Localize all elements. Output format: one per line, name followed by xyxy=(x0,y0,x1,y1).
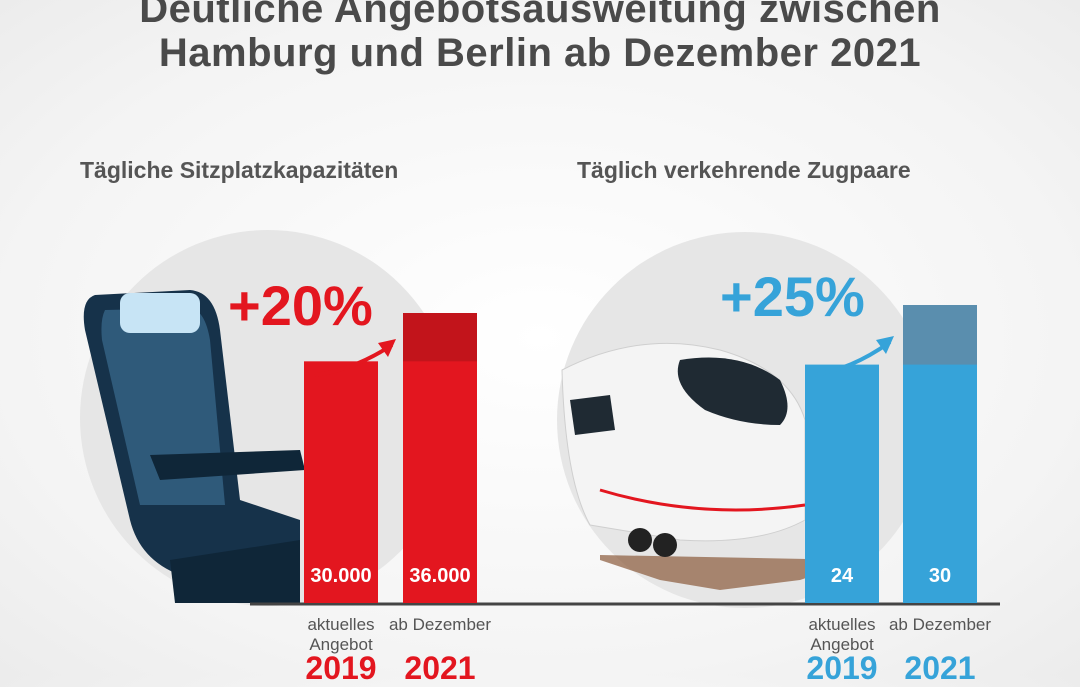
category-year: 2021 xyxy=(404,650,476,686)
category-note: aktuelles Angebot xyxy=(808,615,876,654)
train-icon xyxy=(561,342,860,590)
category-note: aktuelles Angebot xyxy=(307,615,375,654)
bar-value-label: 24 xyxy=(831,565,854,587)
change-label: +25% xyxy=(720,265,865,328)
bar-increase-segment xyxy=(903,305,977,365)
bar-increase-segment xyxy=(403,313,477,362)
left-chart-title: Tägliche Sitzplatzkapazitäten xyxy=(80,157,399,183)
category-year: 2021 xyxy=(904,650,976,686)
title-line-2: Hamburg und Berlin ab Dezember 2021 xyxy=(158,31,922,75)
category-year: 2019 xyxy=(305,650,377,686)
category-year: 2019 xyxy=(806,650,878,686)
change-label: +20% xyxy=(228,274,373,337)
title-line-1: Deutliche Angebotsausweitung zwischen xyxy=(139,0,941,31)
category-note: ab Dezember xyxy=(888,615,992,634)
bar-value-label: 36.000 xyxy=(409,565,470,587)
bar-2019 xyxy=(304,361,378,603)
arrow-head xyxy=(876,336,894,354)
bar-value-label: 30.000 xyxy=(310,565,371,587)
bar-2019 xyxy=(805,364,879,603)
arrow-head xyxy=(378,339,396,357)
seat-icon xyxy=(83,290,305,603)
bar-value-label: 30 xyxy=(929,565,951,587)
category-note: ab Dezember xyxy=(388,615,492,634)
right-chart-title: Täglich verkehrende Zugpaare xyxy=(577,157,911,183)
